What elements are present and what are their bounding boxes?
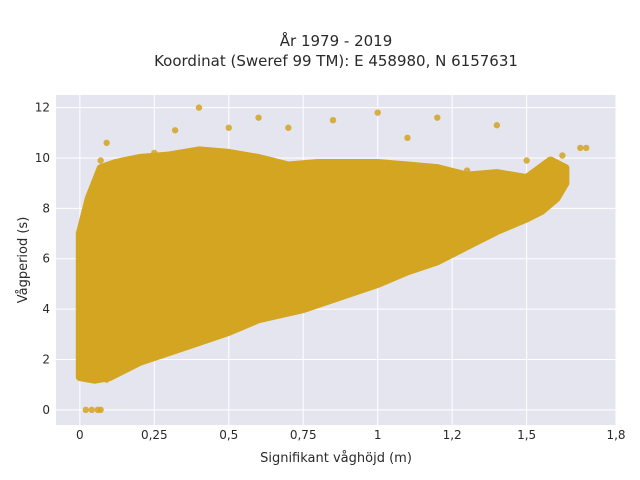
x-tick-label: 1 <box>374 428 382 442</box>
y-tick-label: 10 <box>35 151 50 165</box>
data-point <box>508 205 515 212</box>
data-point <box>434 114 441 121</box>
data-point <box>88 406 95 414</box>
data-point <box>547 164 554 172</box>
data-point <box>85 373 92 381</box>
x-tick-label: 1,5 <box>517 428 536 442</box>
data-point <box>419 235 426 242</box>
data-point <box>103 376 110 383</box>
y-tick-label: 0 <box>42 403 50 417</box>
y-axis-label: Vågperiod (s) <box>16 217 31 304</box>
data-point <box>79 366 87 373</box>
point-cloud <box>75 146 570 384</box>
data-point <box>121 172 128 179</box>
data-point <box>103 139 110 147</box>
data-point <box>314 280 322 288</box>
data-point <box>97 406 104 414</box>
data-point <box>300 217 307 225</box>
data-point <box>186 185 194 192</box>
data-point <box>91 190 98 197</box>
data-point <box>97 157 104 164</box>
data-point <box>82 328 89 335</box>
data-point <box>448 217 456 225</box>
data-point <box>171 127 179 134</box>
data-point <box>493 122 501 129</box>
data-point <box>100 356 107 363</box>
chart-title-line-1: År 1979 - 2019 <box>280 31 393 50</box>
data-point <box>389 230 396 237</box>
data-point <box>240 250 247 257</box>
data-point <box>136 300 143 308</box>
data-point <box>359 255 367 262</box>
x-axis-label: Signifikant våghöjd (m) <box>260 451 412 466</box>
point-cloud-area <box>75 146 570 384</box>
x-tick-label: 1,2 <box>443 428 462 442</box>
data-point <box>285 124 292 131</box>
data-points <box>79 104 590 414</box>
data-point <box>151 149 158 157</box>
x-tick-label: 0,75 <box>290 428 317 442</box>
data-point <box>478 200 486 207</box>
x-tick-label: 0,5 <box>219 428 238 442</box>
data-point <box>577 144 584 152</box>
data-point <box>112 368 119 376</box>
data-point <box>210 333 218 341</box>
x-tick-label: 0 <box>76 428 84 442</box>
y-tick-label: 8 <box>42 201 50 215</box>
y-tick-label: 4 <box>42 302 50 316</box>
data-point <box>404 134 411 142</box>
data-point <box>85 235 92 242</box>
y-tick-label: 12 <box>35 101 50 115</box>
data-point <box>82 406 89 414</box>
data-point <box>344 192 352 199</box>
data-point <box>255 114 262 121</box>
data-point <box>270 285 277 293</box>
y-tick-label: 2 <box>42 353 50 367</box>
tick-labels: 0 0,25 0,5 0,75 1 1,2 1,5 1,8 0 2 4 6 8 10 12 <box>35 101 626 442</box>
data-point <box>165 280 173 288</box>
chart-title-line-2: Koordinat (Sweref 99 TM): E 458980, N 61… <box>154 52 518 70</box>
data-point <box>523 157 530 164</box>
data-point <box>374 109 381 116</box>
x-tick-label: 0,25 <box>141 428 168 442</box>
data-point <box>583 144 590 152</box>
data-point <box>180 321 188 328</box>
x-tick-label: 1,8 <box>606 428 625 442</box>
data-point <box>91 376 98 383</box>
data-point <box>329 116 337 124</box>
data-point <box>538 182 545 189</box>
data-point <box>463 167 471 174</box>
data-point <box>195 104 203 111</box>
data-point <box>225 124 232 131</box>
data-point <box>559 152 566 159</box>
data-point <box>106 318 113 325</box>
y-tick-label: 6 <box>42 252 50 266</box>
